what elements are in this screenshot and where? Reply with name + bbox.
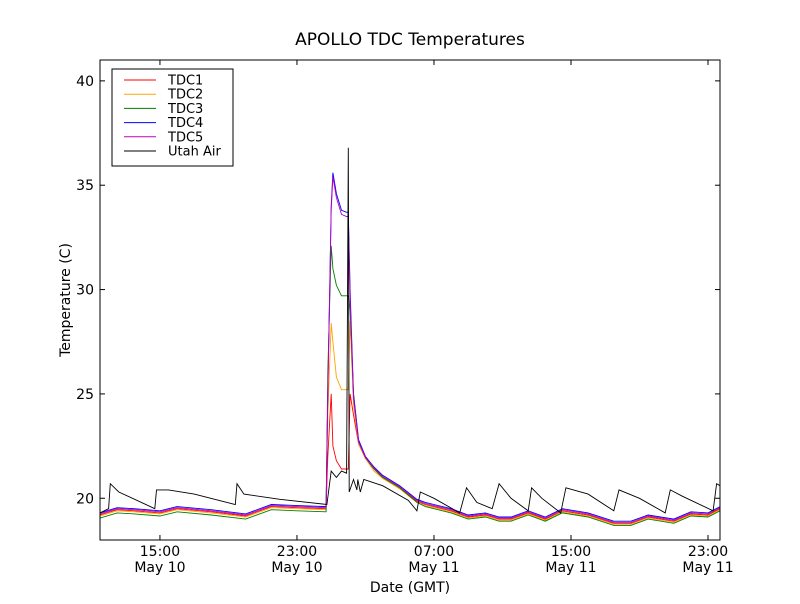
x-tick-label-date: May 11 (408, 560, 459, 576)
x-tick-label-date: May 10 (134, 560, 185, 576)
y-tick-label: 25 (76, 387, 94, 403)
legend-box (111, 68, 234, 167)
x-tick-label-time: 15:00 (551, 544, 591, 560)
chart-title: APOLLO TDC Temperatures (295, 30, 525, 50)
legend-label: TDC2 (167, 88, 203, 103)
legend-label: Utah Air (168, 145, 221, 160)
y-tick-label: 35 (76, 178, 94, 194)
series-line-tdc4 (99, 172, 721, 522)
legend-label: TDC4 (167, 116, 203, 131)
x-tick-label-time: 15:00 (140, 544, 180, 560)
y-axis: 20 25 30 35 40 (76, 74, 720, 507)
legend-label: TDC3 (167, 102, 203, 117)
x-tick-label-date: May 11 (682, 560, 733, 576)
series-line-tdc3 (99, 245, 721, 526)
series-line-tdc5 (99, 176, 721, 523)
y-tick-label: 30 (76, 283, 94, 299)
x-tick-label-time: 07:00 (414, 544, 454, 560)
series-line-utah-air (99, 147, 721, 514)
x-tick-label-date: May 10 (271, 560, 322, 576)
plot-frame (99, 59, 721, 541)
y-tick-label: 20 (76, 491, 94, 507)
series-layer (99, 147, 721, 526)
x-tick-label-date: May 11 (545, 560, 596, 576)
legend-label: TDC1 (167, 74, 203, 89)
y-tick-label: 40 (76, 74, 94, 90)
x-axis-label: Date (GMT) (370, 580, 450, 596)
x-tick-label-time: 23:00 (688, 544, 728, 560)
x-tick-label-time: 23:00 (277, 544, 317, 560)
y-axis-label: Temperature (C) (58, 243, 74, 358)
series-line-tdc2 (99, 320, 721, 525)
legend-label: TDC5 (167, 130, 203, 145)
